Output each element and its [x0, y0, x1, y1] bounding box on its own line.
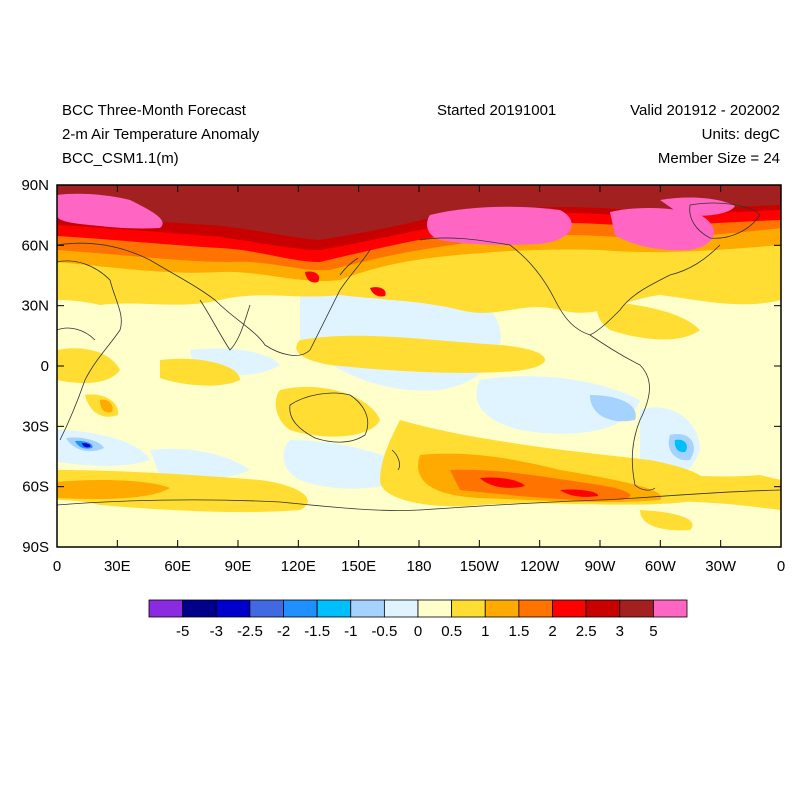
- colorbar-label: -1.5: [304, 623, 330, 640]
- y-tick-label: 30S: [22, 418, 49, 435]
- colorbar-swatch: [383, 599, 419, 618]
- colorbar-swatch: [518, 599, 553, 618]
- x-tick-label: 60E: [164, 558, 191, 575]
- x-tick-label: 90E: [225, 558, 252, 575]
- colorbar-label: -1: [344, 623, 357, 640]
- x-tick-label: 180: [406, 558, 431, 575]
- coastlines: [57, 202, 781, 511]
- colorbar-swatch: [585, 599, 621, 618]
- colorbar-swatch: [552, 599, 587, 618]
- title-line-3: BCC_CSM1.1(m): [62, 150, 179, 167]
- member-size-label: Member Size = 24: [657, 150, 780, 167]
- y-tick-label: 90N: [21, 177, 49, 194]
- x-axis: 0 30E 60E 90E 120E 150E 180 150W 120W 90W 60W 30W 0: [53, 185, 785, 575]
- colorbar-label: 5: [649, 623, 657, 640]
- colorbar-swatch: [182, 599, 217, 618]
- colorbar-label: -2.5: [237, 623, 263, 640]
- y-axis: 90N 60N 30N 0 30S 60S 90S: [21, 177, 781, 556]
- y-tick-label: 60N: [21, 237, 49, 254]
- colorbar-swatch: [215, 599, 251, 618]
- colorbar-label: 1.5: [508, 623, 529, 640]
- started-label: Started 20191001: [437, 102, 557, 119]
- valid-period-label: Valid 201912 - 202002: [630, 102, 780, 119]
- x-tick-label: 30W: [705, 558, 737, 575]
- x-tick-label: 90W: [585, 558, 617, 575]
- colorbar-swatch: [451, 599, 486, 618]
- x-tick-label: 0: [777, 558, 785, 575]
- colorbar-label: -2: [277, 623, 290, 640]
- colorbar-swatch: [350, 599, 385, 618]
- y-tick-label: 90S: [22, 539, 49, 556]
- colorbar-label: 3: [616, 623, 624, 640]
- colorbar-swatch: [249, 599, 284, 618]
- y-tick-label: 0: [41, 358, 49, 375]
- colorbar-swatch: [484, 599, 520, 618]
- colorbar-label: -0.5: [371, 623, 397, 640]
- colorbar-swatch: [148, 599, 184, 618]
- x-tick-label: 120W: [520, 558, 560, 575]
- colorbar-swatch: [316, 599, 352, 618]
- colorbar-label: -3: [210, 623, 223, 640]
- x-tick-label: 150E: [341, 558, 376, 575]
- colorbar-label: 0.5: [441, 623, 462, 640]
- anomaly-field: [57, 185, 781, 547]
- x-tick-label: 150W: [460, 558, 500, 575]
- title-line-2: 2-m Air Temperature Anomaly: [62, 126, 260, 143]
- colorbar: -5 -3 -2.5 -2 -1.5 -1 -0.5 0 0.5 1 1.5 2 2.5 3 5: [148, 599, 688, 640]
- colorbar-swatch: [417, 599, 453, 618]
- x-tick-label: 30E: [104, 558, 131, 575]
- colorbar-swatch: [283, 599, 318, 618]
- colorbar-swatch: [652, 599, 688, 618]
- x-tick-label: 60W: [645, 558, 677, 575]
- y-tick-label: 60S: [22, 479, 49, 496]
- title-line-1: BCC Three-Month Forecast: [62, 102, 246, 119]
- colorbar-label: 2.5: [576, 623, 597, 640]
- colorbar-label: 2: [548, 623, 556, 640]
- colorbar-label: -5: [176, 623, 189, 640]
- colorbar-label: 1: [481, 623, 489, 640]
- y-tick-label: 30N: [21, 298, 49, 315]
- x-tick-label: 0: [53, 558, 61, 575]
- units-label: Units: degC: [701, 126, 780, 143]
- colorbar-swatch: [619, 599, 654, 618]
- colorbar-label: 0: [414, 623, 422, 640]
- x-tick-label: 120E: [281, 558, 316, 575]
